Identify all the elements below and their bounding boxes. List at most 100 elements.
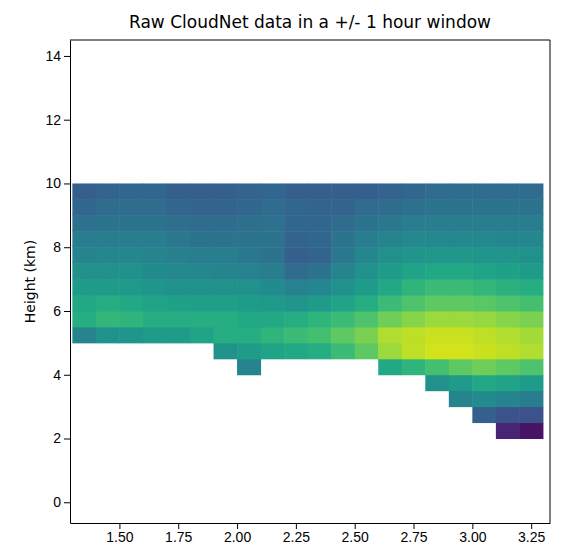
cell	[472, 247, 496, 263]
cell	[96, 215, 120, 231]
cell	[378, 279, 402, 295]
y-tick: 6	[53, 303, 70, 319]
cell	[355, 231, 379, 247]
cell	[96, 279, 120, 295]
cell	[308, 231, 332, 247]
cell	[237, 199, 261, 215]
cell	[190, 279, 214, 295]
x-tick-label: 2.50	[342, 529, 369, 545]
cell	[143, 295, 167, 311]
plot-area: 1.501.752.002.252.502.753.003.2502468101…	[45, 40, 550, 545]
cell	[190, 327, 214, 343]
title: Raw CloudNet data in a +/- 1 hour window	[129, 12, 491, 32]
cell	[519, 247, 543, 263]
cell	[331, 199, 355, 215]
cell	[472, 295, 496, 311]
y-axis: 02468101214	[45, 41, 70, 524]
y-tick-mark	[64, 56, 70, 57]
cell	[119, 215, 143, 231]
cell	[284, 327, 308, 343]
cell	[237, 231, 261, 247]
cell	[284, 247, 308, 263]
cell	[143, 311, 167, 327]
cell	[166, 247, 190, 263]
cell	[308, 327, 332, 343]
cell	[308, 279, 332, 295]
cell	[143, 247, 167, 263]
cell	[308, 343, 332, 359]
y-tick: 12	[45, 112, 70, 128]
cell	[96, 183, 120, 199]
cell	[519, 375, 543, 391]
cell	[237, 215, 261, 231]
cell	[190, 263, 214, 279]
cell	[402, 247, 426, 263]
cell	[166, 311, 190, 327]
cell	[472, 183, 496, 199]
cell	[166, 295, 190, 311]
x-tick: 3.00	[459, 523, 486, 545]
cell	[166, 183, 190, 199]
cell	[355, 199, 379, 215]
cell	[378, 231, 402, 247]
cell	[425, 295, 449, 311]
cell	[496, 359, 520, 375]
cell	[72, 199, 96, 215]
cell	[119, 295, 143, 311]
cell	[496, 423, 520, 439]
cell	[449, 295, 473, 311]
cell	[261, 215, 285, 231]
cell	[425, 231, 449, 247]
cell	[331, 311, 355, 327]
cell	[425, 375, 449, 391]
cell	[284, 215, 308, 231]
cell	[237, 263, 261, 279]
cell	[449, 247, 473, 263]
cell	[496, 391, 520, 407]
cell	[119, 327, 143, 343]
chart: 1.501.752.002.252.502.753.003.2502468101…	[0, 0, 578, 557]
cell	[119, 199, 143, 215]
cell	[308, 247, 332, 263]
x-axis-line	[71, 523, 551, 524]
cell	[143, 215, 167, 231]
cell	[496, 311, 520, 327]
frame-top	[70, 40, 550, 41]
y-tick-mark	[64, 311, 70, 312]
cell	[496, 407, 520, 423]
cell	[284, 295, 308, 311]
cell	[96, 199, 120, 215]
cell	[402, 199, 426, 215]
cell	[214, 215, 238, 231]
cell	[72, 247, 96, 263]
cell	[261, 279, 285, 295]
cell	[472, 391, 496, 407]
cell	[402, 359, 426, 375]
cell	[425, 279, 449, 295]
cell	[496, 199, 520, 215]
cell	[496, 279, 520, 295]
y-tick: 10	[45, 175, 70, 191]
cell	[214, 183, 238, 199]
cell	[190, 247, 214, 263]
cell	[355, 247, 379, 263]
cell	[378, 247, 402, 263]
cell	[190, 199, 214, 215]
cell	[472, 407, 496, 423]
y-tick-mark	[64, 183, 70, 184]
cell	[425, 359, 449, 375]
cell	[143, 327, 167, 343]
cell	[143, 263, 167, 279]
cell	[237, 183, 261, 199]
cell	[378, 327, 402, 343]
cell	[496, 327, 520, 343]
cell	[96, 263, 120, 279]
x-tick-label: 1.75	[165, 529, 192, 545]
cell	[119, 279, 143, 295]
cell	[331, 295, 355, 311]
x-tick: 2.75	[400, 523, 427, 545]
cell	[472, 279, 496, 295]
cell	[331, 343, 355, 359]
cell	[214, 327, 238, 343]
cell	[472, 359, 496, 375]
